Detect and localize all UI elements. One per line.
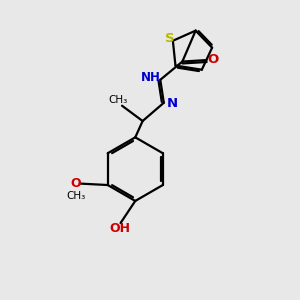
Text: S: S <box>164 32 174 45</box>
Text: NH: NH <box>141 71 161 84</box>
Text: N: N <box>167 98 178 110</box>
Text: O: O <box>207 53 219 66</box>
Text: O: O <box>70 177 81 190</box>
Text: OH: OH <box>110 222 130 236</box>
Text: CH₃: CH₃ <box>109 95 128 105</box>
Text: CH₃: CH₃ <box>66 191 85 201</box>
